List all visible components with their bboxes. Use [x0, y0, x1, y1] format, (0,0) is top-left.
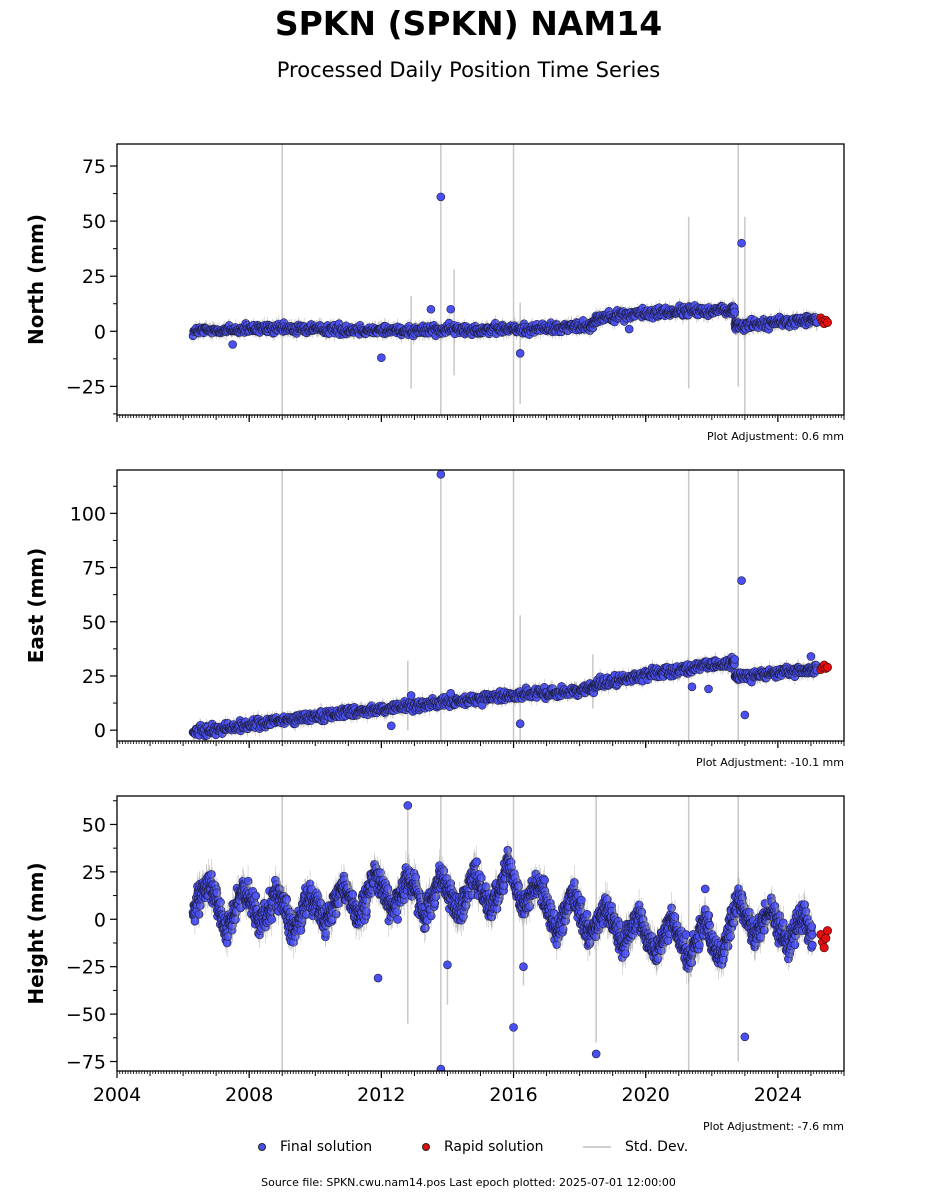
final-solution-outlier — [406, 691, 416, 700]
final-solution-outlier — [436, 470, 446, 479]
panel-1: −25 0 25 50 75 North (mm) Plot Adjustment: 0.6… — [24, 143, 845, 443]
final-solution-outlier — [737, 238, 746, 248]
y-tick-label: −25 — [66, 376, 106, 398]
final-solution-outlier — [446, 304, 456, 314]
plot-adjustment-note: Plot Adjustment: -10.1 mm — [696, 756, 844, 769]
panel-2: 0 25 50 75 100 East (mm) Plot Adjustment: -10.… — [24, 469, 845, 769]
chart-subtitle: Processed Daily Position Time Series — [276, 58, 661, 82]
chart-title: SPKN (SPKN) NAM14 — [274, 4, 663, 43]
rapid-solution-point — [822, 317, 832, 327]
final-solution-outlier — [446, 689, 456, 698]
plot-adjustment-note: Plot Adjustment: 0.6 mm — [707, 430, 844, 443]
final-solution-outlier — [737, 576, 746, 585]
y-tick-label: 50 — [82, 211, 106, 233]
y-tick-label: 75 — [82, 156, 106, 178]
y-axis-label: North (mm) — [24, 214, 48, 345]
plot-area — [188, 796, 832, 1071]
final-solution-point — [194, 910, 204, 919]
y-tick-label: 50 — [82, 612, 106, 634]
y-tick-label: 0 — [94, 720, 106, 742]
y-tick-label: 0 — [94, 321, 106, 343]
y-tick-label: 100 — [70, 503, 106, 525]
y-axis-label: East (mm) — [24, 548, 48, 664]
rapid-solution-point — [822, 662, 832, 672]
final-solution-outlier — [228, 340, 237, 349]
final-solution-outlier — [377, 353, 386, 363]
final-solution-outlier — [624, 324, 634, 334]
final-solution-point — [730, 655, 739, 664]
final-solution-outlier — [687, 682, 697, 692]
final-solution-outlier — [515, 719, 525, 728]
y-tick-label: 75 — [82, 558, 106, 580]
final-solution-outlier — [436, 192, 446, 202]
y-tick-label: 25 — [82, 266, 106, 288]
final-solution-point — [730, 307, 739, 317]
final-solution-point — [207, 870, 216, 879]
plot-frame — [116, 143, 845, 416]
final-solution-outlier — [515, 349, 525, 358]
plot-area — [188, 470, 832, 741]
final-solution-outlier — [426, 304, 436, 314]
final-solution-outlier — [386, 721, 396, 731]
plot-area — [188, 144, 832, 415]
final-solution-outlier — [806, 652, 816, 661]
y-tick-label: 25 — [82, 666, 106, 688]
final-solution-outlier — [704, 684, 713, 694]
final-solution-outlier — [740, 710, 750, 720]
